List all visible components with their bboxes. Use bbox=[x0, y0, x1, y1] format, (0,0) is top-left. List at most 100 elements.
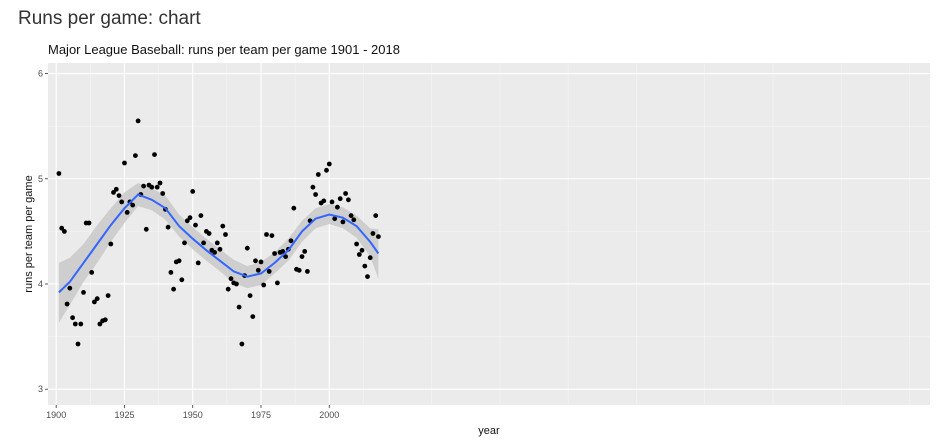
data-point bbox=[190, 189, 196, 194]
data-point bbox=[223, 232, 228, 237]
data-point bbox=[354, 241, 359, 247]
data-point bbox=[351, 217, 357, 223]
data-point bbox=[62, 229, 67, 234]
data-point bbox=[89, 270, 95, 275]
data-points bbox=[56, 118, 381, 347]
y-axis: 3 4 5 6 bbox=[38, 69, 48, 394]
data-point bbox=[184, 218, 190, 224]
data-point bbox=[348, 213, 354, 219]
data-point bbox=[108, 241, 114, 247]
x-tick-label: 1900 bbox=[46, 410, 66, 420]
data-point bbox=[370, 231, 376, 236]
smooth-line bbox=[58, 193, 380, 294]
y-tick-label: 6 bbox=[38, 69, 43, 79]
data-point bbox=[310, 184, 316, 190]
data-point bbox=[92, 299, 97, 305]
minor-gridlines bbox=[48, 63, 930, 405]
x-axis: 1900 1925 1950 1975 2000 bbox=[46, 405, 339, 420]
data-point bbox=[75, 341, 81, 347]
data-point bbox=[97, 321, 103, 327]
data-point bbox=[70, 315, 75, 321]
data-point bbox=[296, 267, 302, 273]
data-point bbox=[119, 199, 125, 205]
data-point bbox=[154, 184, 160, 190]
data-point bbox=[160, 191, 166, 196]
y-tick-label: 5 bbox=[38, 174, 43, 184]
data-point bbox=[176, 258, 182, 264]
data-point bbox=[116, 193, 122, 199]
data-point bbox=[56, 171, 62, 176]
data-point bbox=[247, 293, 253, 298]
data-point bbox=[113, 186, 119, 192]
data-point bbox=[201, 240, 207, 246]
data-point bbox=[214, 240, 220, 246]
x-tick-label: 1950 bbox=[183, 410, 203, 420]
data-point bbox=[315, 172, 321, 177]
data-point bbox=[59, 225, 65, 231]
data-point bbox=[346, 197, 351, 203]
data-point bbox=[187, 215, 193, 221]
page-title: Runs per game: chart bbox=[18, 8, 201, 29]
data-point bbox=[275, 280, 280, 286]
data-point bbox=[367, 255, 373, 261]
data-point bbox=[332, 216, 338, 222]
data-point bbox=[94, 296, 100, 302]
x-tick-label: 1925 bbox=[114, 410, 134, 420]
data-point bbox=[305, 269, 310, 274]
data-point bbox=[258, 259, 264, 265]
data-point bbox=[165, 224, 171, 230]
x-tick-label: 2000 bbox=[319, 410, 339, 420]
data-point bbox=[324, 167, 329, 173]
data-point bbox=[105, 293, 111, 298]
data-point bbox=[122, 160, 127, 166]
data-point bbox=[141, 183, 147, 189]
data-point bbox=[299, 254, 305, 259]
data-point bbox=[362, 263, 368, 269]
data-point bbox=[244, 245, 250, 251]
data-point bbox=[253, 258, 258, 264]
data-point bbox=[250, 314, 256, 319]
data-point bbox=[272, 251, 277, 256]
data-point bbox=[283, 254, 288, 259]
data-point bbox=[217, 246, 223, 252]
data-point bbox=[193, 222, 198, 228]
data-point bbox=[343, 191, 348, 196]
data-point bbox=[152, 152, 157, 158]
data-point bbox=[168, 270, 174, 275]
y-tick-label: 3 bbox=[38, 384, 43, 394]
data-point bbox=[195, 260, 201, 266]
confidence-ribbon bbox=[58, 183, 379, 323]
data-point bbox=[149, 184, 155, 190]
data-point bbox=[335, 204, 340, 210]
data-point bbox=[255, 267, 261, 273]
data-point bbox=[198, 213, 204, 219]
data-point bbox=[234, 281, 239, 287]
y-axis-title: runs per team per game bbox=[23, 175, 35, 292]
data-point bbox=[356, 252, 362, 257]
data-point bbox=[365, 274, 370, 279]
data-point bbox=[261, 282, 267, 288]
data-point bbox=[269, 233, 275, 239]
data-point bbox=[236, 304, 242, 310]
data-point bbox=[220, 223, 226, 229]
data-point bbox=[111, 190, 116, 195]
data-point bbox=[359, 247, 365, 253]
data-point bbox=[337, 196, 343, 202]
data-point bbox=[228, 276, 234, 282]
data-point bbox=[130, 202, 136, 208]
x-axis-title: year bbox=[478, 425, 500, 437]
data-point bbox=[340, 219, 346, 225]
data-point bbox=[206, 231, 212, 236]
chart-title: Major League Baseball: runs per team per… bbox=[48, 42, 400, 57]
data-point bbox=[171, 286, 177, 292]
data-point bbox=[321, 198, 327, 204]
data-point bbox=[102, 317, 108, 323]
data-point bbox=[86, 220, 92, 226]
data-point bbox=[376, 234, 381, 240]
data-point bbox=[329, 199, 335, 205]
data-point bbox=[182, 240, 187, 246]
data-point bbox=[157, 180, 163, 186]
data-point bbox=[133, 153, 138, 159]
major-gridlines bbox=[48, 63, 930, 405]
